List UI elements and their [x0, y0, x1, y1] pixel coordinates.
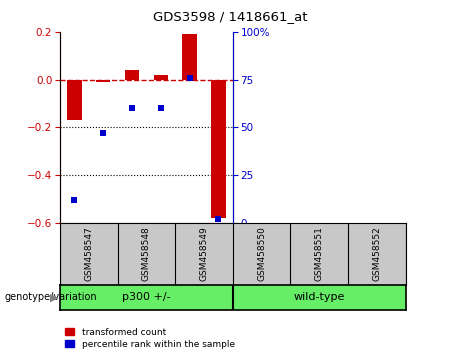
Point — [215, 216, 222, 222]
Text: GSM458547: GSM458547 — [84, 227, 93, 281]
Text: GSM458548: GSM458548 — [142, 227, 151, 281]
Point — [157, 105, 165, 111]
Bar — [96, 80, 110, 82]
Text: GSM458550: GSM458550 — [257, 227, 266, 281]
Text: ▶: ▶ — [50, 292, 59, 302]
Point — [186, 75, 193, 81]
Legend: transformed count, percentile rank within the sample: transformed count, percentile rank withi… — [65, 327, 236, 349]
Text: genotype/variation: genotype/variation — [5, 292, 97, 302]
Text: GSM458552: GSM458552 — [372, 227, 381, 281]
Text: p300 +/-: p300 +/- — [122, 292, 171, 302]
Text: wild-type: wild-type — [294, 292, 345, 302]
Bar — [183, 34, 197, 80]
Bar — [211, 80, 225, 218]
Text: GSM458549: GSM458549 — [200, 227, 208, 281]
Bar — [154, 75, 168, 80]
Point — [128, 105, 136, 111]
Bar — [67, 80, 82, 120]
Bar — [125, 70, 139, 80]
Text: GDS3598 / 1418661_at: GDS3598 / 1418661_at — [153, 10, 308, 23]
Point — [71, 197, 78, 203]
Point — [100, 130, 107, 136]
Text: GSM458551: GSM458551 — [315, 227, 324, 281]
